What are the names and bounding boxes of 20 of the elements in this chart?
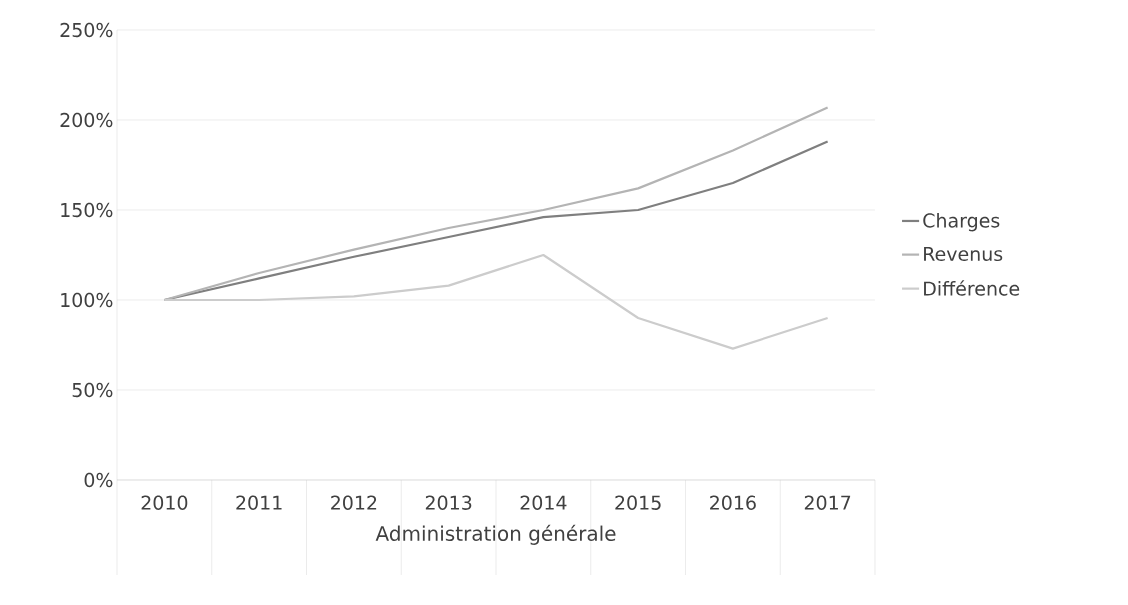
y-tick-label: 250%	[60, 22, 113, 38]
x-tick-label: 2017	[804, 495, 851, 510]
y-tick-label: 150%	[61, 202, 113, 218]
x-tick-label: 2014	[520, 495, 567, 510]
x-tick-label: 2010	[141, 495, 188, 510]
x-axis-title: Administration générale	[375, 524, 616, 545]
legend-label: Différence	[924, 280, 1020, 296]
line-series	[163, 253, 829, 350]
x-tick-label: 2012	[331, 495, 377, 510]
x-tick-label: 2016	[710, 495, 756, 510]
y-tick-label: 50%	[72, 382, 113, 398]
legend-label: Revenus	[924, 246, 1003, 262]
y-tick-label: 100%	[61, 292, 113, 308]
y-tick-label: 0%	[84, 472, 113, 488]
x-tick-label: 2011	[236, 495, 282, 510]
line-series	[163, 106, 829, 302]
legend-label: Charges	[923, 213, 1000, 232]
x-tick-label: 2015	[615, 495, 661, 510]
y-tick-label: 200%	[60, 112, 113, 128]
x-tick-label: 2013	[425, 495, 472, 510]
